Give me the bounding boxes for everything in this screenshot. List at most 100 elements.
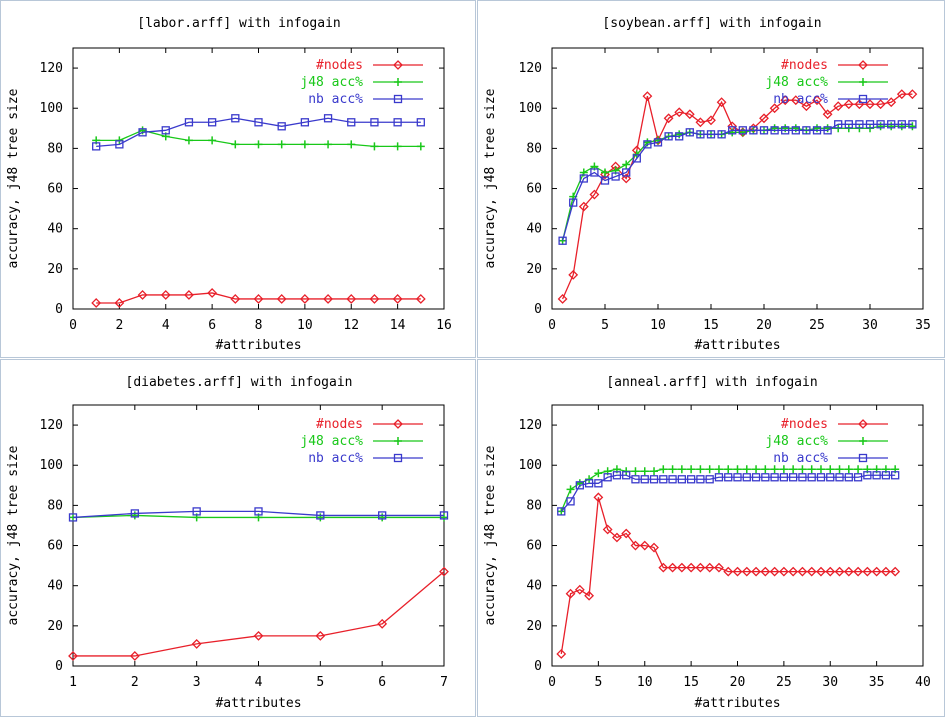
data-point: [300, 140, 309, 149]
data-point: [741, 566, 752, 577]
data-point: [632, 154, 641, 163]
chart-panel-diabetes: [diabetes.arff] with infogain 0 20 40 60 80 10…: [0, 359, 476, 717]
data-point: [897, 122, 906, 131]
data-point: [315, 630, 326, 641]
data-point: [184, 136, 193, 145]
y-axis-label: accuracy, j48 tree size: [6, 88, 21, 268]
data-point: [781, 124, 790, 133]
data-point: [705, 465, 714, 474]
data-point: [687, 465, 696, 474]
data-point: [887, 120, 896, 129]
data-point: [759, 113, 769, 124]
data-point: [714, 465, 723, 474]
data-point: [161, 126, 170, 135]
x-tick-label: 0: [548, 318, 556, 333]
data-point: [677, 465, 686, 474]
data-point: [791, 124, 800, 133]
y-tick-label: 0: [55, 302, 63, 317]
legend-marker: [394, 437, 402, 445]
data-point: [439, 566, 449, 577]
data-point: [230, 294, 241, 304]
legend-label: nb acc%: [773, 451, 828, 466]
data-point: [160, 290, 171, 300]
data-point: [601, 168, 609, 177]
data-point: [896, 89, 907, 100]
data-point: [566, 485, 575, 494]
data-point: [890, 566, 901, 577]
data-point: [807, 473, 816, 482]
chart-panel-anneal: [anneal.arff] with infogain 0 20 40 60 80 100 1…: [477, 359, 945, 717]
data-point: [299, 294, 310, 304]
data-point: [650, 467, 659, 476]
data-point: [208, 136, 217, 145]
chart-soybean: [soybean.arff] with infogain020406080100…: [483, 16, 931, 353]
x-tick-label: 10: [650, 318, 666, 333]
data-point: [593, 492, 604, 503]
data-point: [115, 140, 124, 149]
data-point: [347, 118, 356, 127]
legend-marker: [393, 94, 403, 104]
series-line: [73, 571, 445, 657]
data-point: [907, 89, 918, 100]
data-point: [788, 566, 799, 577]
data-point: [812, 126, 822, 135]
data-point: [207, 288, 218, 298]
data-point: [664, 132, 673, 141]
data-point: [579, 174, 588, 183]
data-point: [565, 588, 576, 599]
legend-marker: [858, 453, 868, 463]
x-tick-label: 25: [809, 318, 825, 333]
data-point: [844, 473, 853, 482]
data-point: [826, 465, 835, 474]
data-point: [789, 465, 798, 474]
data-point: [751, 473, 761, 482]
y-tick-label: 20: [526, 619, 542, 634]
data-point: [908, 120, 917, 129]
chart-diabetes: [diabetes.arff] with infogain 0 20 40 60 80 10…: [6, 375, 449, 711]
x-tick-label: 40: [915, 675, 931, 690]
data-point: [685, 128, 694, 137]
data-point: [714, 473, 724, 482]
data-point: [557, 294, 568, 304]
data-point: [887, 122, 896, 131]
legend-marker: [858, 94, 868, 104]
y-axis-label: accuracy, j48 tree size: [483, 445, 498, 625]
data-point: [871, 566, 882, 577]
legend-marker: [858, 60, 868, 70]
legend-marker: [394, 78, 402, 86]
data-point: [865, 99, 875, 110]
data-point: [393, 118, 402, 127]
data-point: [706, 130, 716, 139]
data-point: [603, 473, 612, 482]
legend-marker: [859, 437, 867, 445]
data-point: [370, 118, 379, 127]
data-point: [738, 126, 747, 135]
legend-label: #nodes: [781, 417, 828, 432]
data-point: [191, 638, 202, 649]
x-tick-label: 20: [730, 675, 746, 690]
series-1: [558, 122, 917, 245]
x-axis-label: #attributes: [694, 338, 780, 353]
chart-title: [soybean.arff] with infogain: [602, 16, 821, 31]
data-point: [696, 475, 705, 484]
data-point: [728, 128, 737, 137]
data-point: [802, 126, 811, 135]
data-point: [323, 294, 333, 304]
data-point: [68, 513, 78, 522]
data-point: [816, 473, 826, 482]
legend-marker: [859, 78, 867, 86]
data-point: [276, 294, 287, 304]
data-point: [749, 126, 758, 135]
x-tick-label: 30: [862, 318, 878, 333]
x-tick-label: 7: [440, 675, 448, 690]
data-point: [323, 114, 333, 123]
data-point: [862, 566, 873, 577]
data-point: [733, 465, 742, 474]
y-tick-label: 100: [519, 458, 542, 473]
x-tick-label: 35: [915, 318, 931, 333]
chart-title: [anneal.arff] with infogain: [606, 375, 817, 390]
x-tick-label: 8: [255, 318, 263, 333]
data-point: [675, 132, 684, 141]
data-point: [621, 173, 632, 184]
legend-marker: [393, 453, 403, 463]
